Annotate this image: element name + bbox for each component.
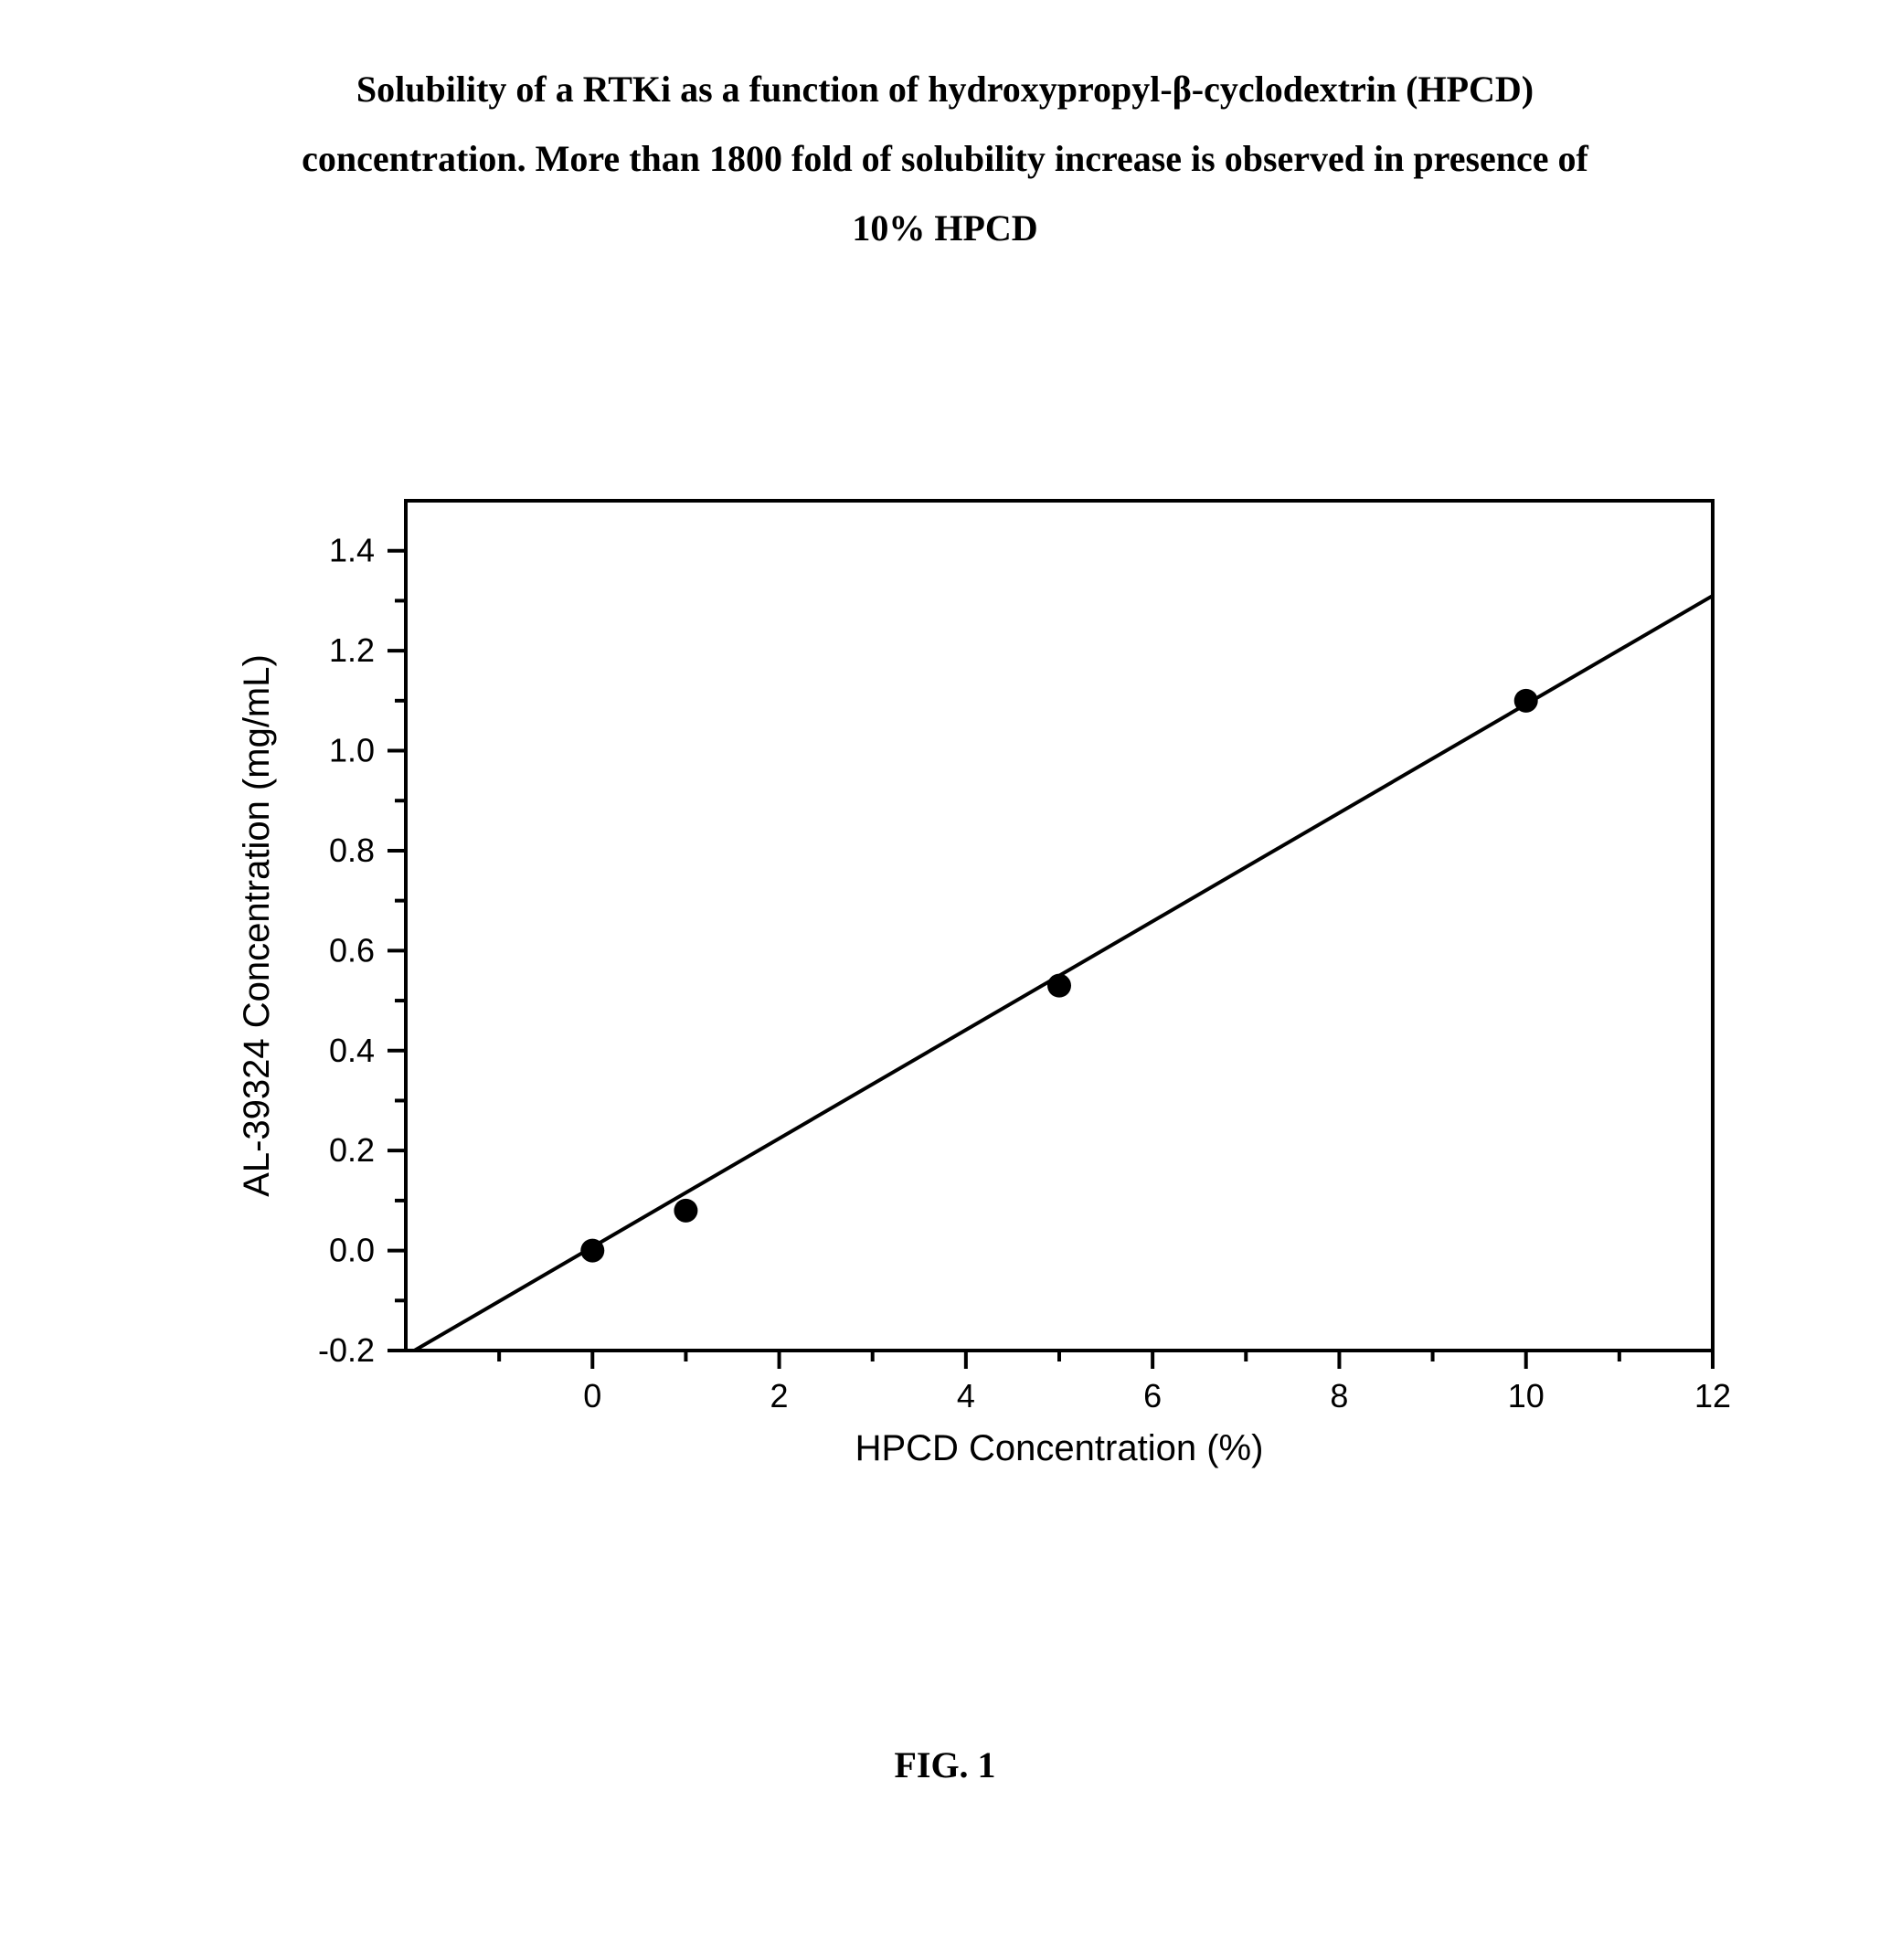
chart-container: 0 2 4 6 8 10 12 -0.2 0.0 0.2 0.4 0.6 0.8 1.0 1.2 1.4 HPC… [0,473,1890,1524]
page: Solubility of a RTKi as a function of hy… [0,0,1890,1960]
x-tick-label: 0 [583,1377,601,1414]
y-tick-label: 1.0 [329,732,375,769]
caption-line-3: 10% HPCD [852,207,1037,249]
x-axis-label: HPCD Concentration (%) [855,1428,1264,1468]
data-point [674,1199,697,1223]
x-tick-label: 2 [770,1377,789,1414]
x-tick-label: 8 [1330,1377,1348,1414]
x-tick-label: 12 [1694,1377,1731,1414]
data-point [1047,974,1071,998]
data-point [1514,689,1538,713]
solubility-chart: 0 2 4 6 8 10 12 -0.2 0.0 0.2 0.4 0.6 0.8 1.0 1.2 1.4 HPC… [122,473,1768,1524]
y-axis-label: AL-39324 Concentration (mg/mL) [237,654,277,1197]
x-tick-label: 4 [957,1377,975,1414]
figure-label: FIG. 1 [0,1743,1890,1786]
y-tick-label: 0.6 [329,931,375,969]
caption-line-2: concentration. More than 1800 fold of so… [302,138,1588,179]
y-tick-label: 0.4 [329,1032,375,1069]
x-tick-label: 6 [1143,1377,1162,1414]
y-tick-label: 0.0 [329,1232,375,1269]
y-tick-label: 1.2 [329,631,375,669]
data-point [580,1239,604,1263]
x-tick-label: 10 [1508,1377,1545,1414]
y-tick-label: 0.8 [329,832,375,869]
figure-caption: Solubility of a RTKi as a function of hy… [119,55,1771,263]
y-tick-label: 1.4 [329,532,375,569]
y-tick-label: -0.2 [318,1331,375,1369]
y-tick-label: 0.2 [329,1131,375,1169]
caption-line-1: Solubility of a RTKi as a function of hy… [356,69,1534,110]
plot-frame [406,501,1713,1351]
